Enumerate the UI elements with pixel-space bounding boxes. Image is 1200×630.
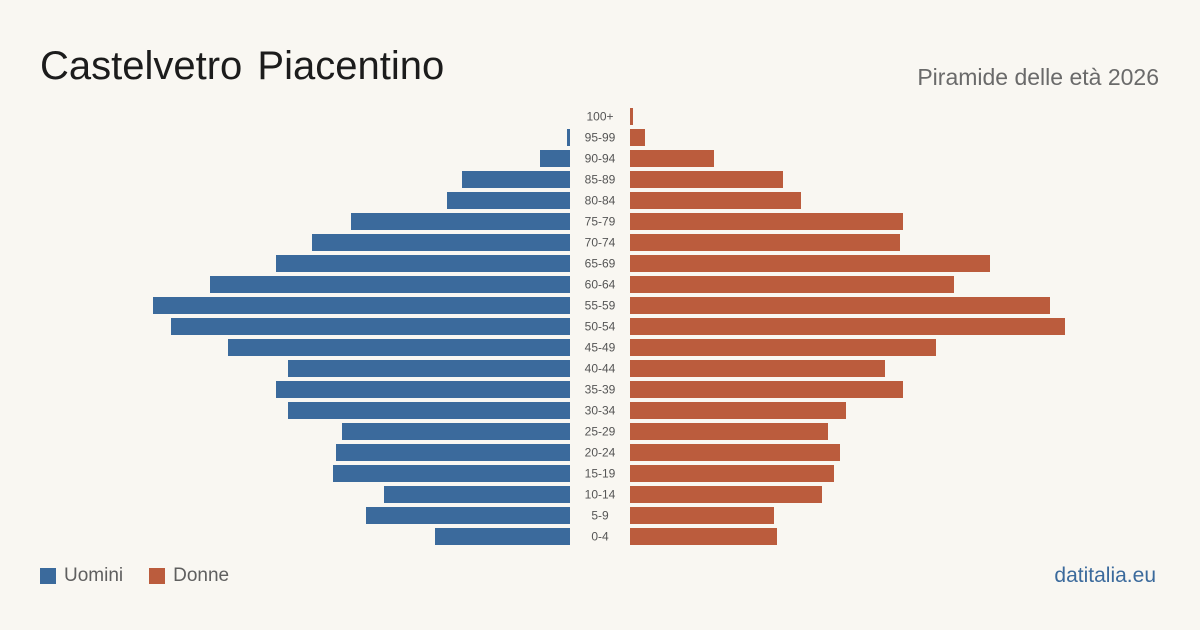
bar-women-55-59: [630, 297, 1050, 314]
age-group-label: 15-19: [585, 467, 616, 481]
women-color-swatch: [149, 568, 166, 584]
bar-men-35-39: [276, 381, 570, 398]
age-group-label: 90-94: [585, 152, 616, 166]
age-group-label: 70-74: [585, 236, 616, 250]
bar-men-85-89: [462, 171, 570, 188]
bar-men-20-24: [336, 444, 570, 461]
bar-women-50-54: [630, 318, 1065, 335]
age-group-label: 10-14: [585, 488, 616, 502]
age-group-label: 25-29: [585, 425, 616, 439]
legend-label-women: Donne: [173, 565, 230, 586]
age-group-label: 95-99: [585, 131, 616, 145]
bar-men-10-14: [384, 486, 570, 503]
bar-men-40-44: [288, 360, 570, 377]
bar-women-0-4: [630, 528, 777, 545]
age-group-label: 85-89: [585, 173, 616, 187]
brand-link[interactable]: datitalia.eu: [1054, 564, 1156, 587]
age-group-label: 45-49: [585, 341, 616, 355]
bar-men-65-69: [276, 255, 570, 272]
age-group-label: 20-24: [585, 446, 616, 460]
age-group-label: 30-34: [585, 404, 616, 418]
bar-men-15-19: [333, 465, 570, 482]
age-group-label: 55-59: [585, 299, 616, 313]
bar-men-5-9: [366, 507, 570, 524]
bar-women-20-24: [630, 444, 840, 461]
bar-women-85-89: [630, 171, 783, 188]
bar-women-10-14: [630, 486, 822, 503]
age-group-label: 65-69: [585, 257, 616, 271]
bar-men-45-49: [228, 339, 570, 356]
chart-legend: Uomini Donne: [40, 564, 255, 588]
men-color-swatch: [40, 568, 56, 584]
bar-women-40-44: [630, 360, 885, 377]
age-group-label: 5-9: [591, 509, 609, 523]
bar-women-5-9: [630, 507, 774, 524]
bar-women-60-64: [630, 276, 954, 293]
age-group-label: 40-44: [585, 362, 616, 376]
age-group-label: 50-54: [585, 320, 616, 334]
age-group-label: 75-79: [585, 215, 616, 229]
bar-women-30-34: [630, 402, 846, 419]
bar-women-45-49: [630, 339, 936, 356]
bar-men-80-84: [447, 192, 570, 209]
bar-men-60-64: [210, 276, 570, 293]
age-group-label: 100+: [586, 110, 613, 124]
bar-men-95-99: [567, 129, 570, 146]
bar-women-35-39: [630, 381, 903, 398]
bar-women-15-19: [630, 465, 834, 482]
bar-women-65-69: [630, 255, 990, 272]
bar-men-90-94: [540, 150, 570, 167]
bar-women-90-94: [630, 150, 714, 167]
bar-men-50-54: [171, 318, 570, 335]
age-group-label: 0-4: [591, 530, 609, 544]
population-pyramid-chart: 100+ 95-99 90-94 85-89 80-84 75-79 70-74 65-69 6…: [153, 108, 1065, 545]
bar-men-75-79: [351, 213, 570, 230]
legend-item-women: Donne: [149, 565, 229, 587]
bar-women-25-29: [630, 423, 828, 440]
bar-women-70-74: [630, 234, 900, 251]
page-title: Castelvetro Piacentino: [40, 44, 445, 88]
bar-men-30-34: [288, 402, 570, 419]
bar-men-25-29: [342, 423, 570, 440]
bar-women-75-79: [630, 213, 903, 230]
age-group-label: 35-39: [585, 383, 616, 397]
legend-label-men: Uomini: [64, 565, 124, 586]
bar-men-0-4: [435, 528, 570, 545]
age-group-label: 80-84: [585, 194, 616, 208]
bar-women-95-99: [630, 129, 645, 146]
bar-men-70-74: [312, 234, 570, 251]
bar-women-80-84: [630, 192, 801, 209]
bar-men-55-59: [153, 297, 570, 314]
age-group-label: 60-64: [585, 278, 616, 292]
chart-subtitle: Piramide delle età 2026: [917, 64, 1159, 90]
legend-item-men: Uomini: [40, 565, 123, 587]
bar-women-100+: [630, 108, 633, 125]
